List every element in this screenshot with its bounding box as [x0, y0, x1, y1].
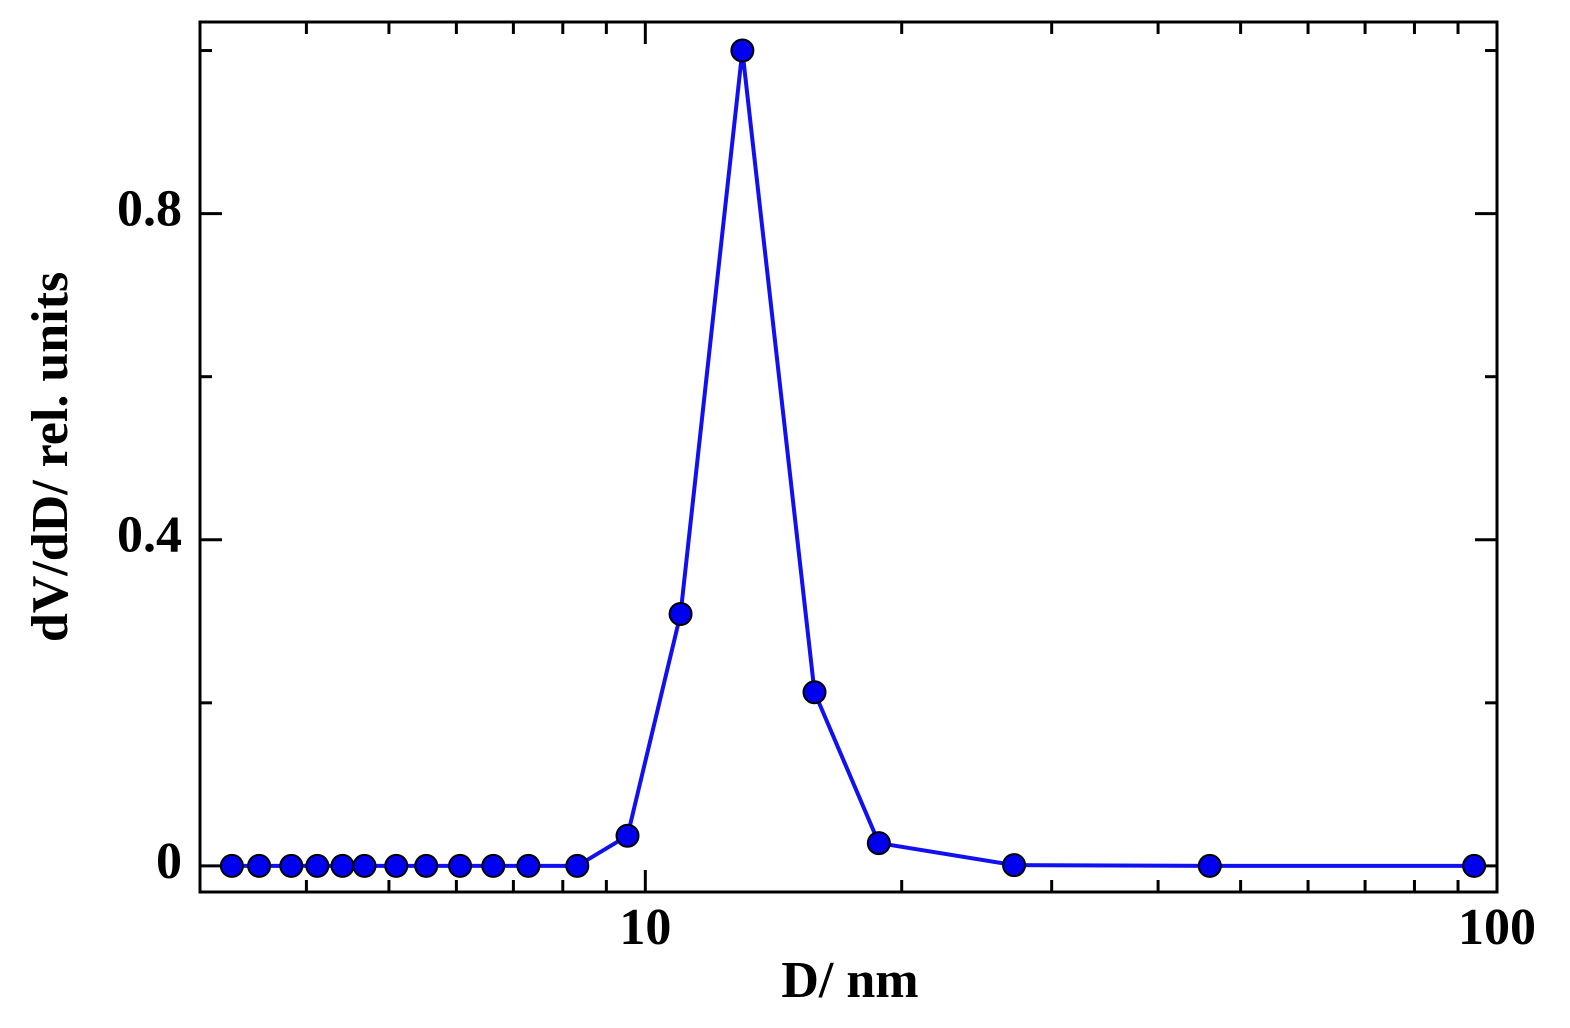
data-point: [352, 853, 377, 878]
x-tick-label: 100: [1458, 899, 1536, 956]
data-point: [866, 831, 891, 856]
data-point: [330, 853, 355, 878]
plot-frame: [198, 20, 1499, 894]
data-point: [247, 853, 272, 878]
data-point: [668, 601, 693, 626]
y-tick-label: 0.8: [117, 181, 182, 238]
data-point: [384, 853, 409, 878]
x-tick-label: 10: [619, 899, 671, 956]
y-tick-label: 0.4: [117, 507, 182, 564]
data-point: [516, 853, 541, 878]
data-point: [565, 853, 590, 878]
y-axis-label: dV/dD/ rel. units: [22, 272, 79, 642]
x-axis-label: D/ nm: [781, 952, 918, 1009]
data-point: [1002, 853, 1027, 878]
data-point: [802, 680, 827, 705]
y-tick-label: 0: [156, 833, 182, 890]
data-point: [279, 853, 304, 878]
data-point: [448, 853, 473, 878]
data-line: [231, 50, 1475, 868]
data-point: [1197, 853, 1222, 878]
data-point: [414, 853, 439, 878]
data-point: [1462, 853, 1487, 878]
data-point: [730, 38, 755, 63]
data-point: [305, 853, 330, 878]
data-point: [615, 823, 640, 848]
data-point: [481, 853, 506, 878]
data-point: [219, 853, 244, 878]
